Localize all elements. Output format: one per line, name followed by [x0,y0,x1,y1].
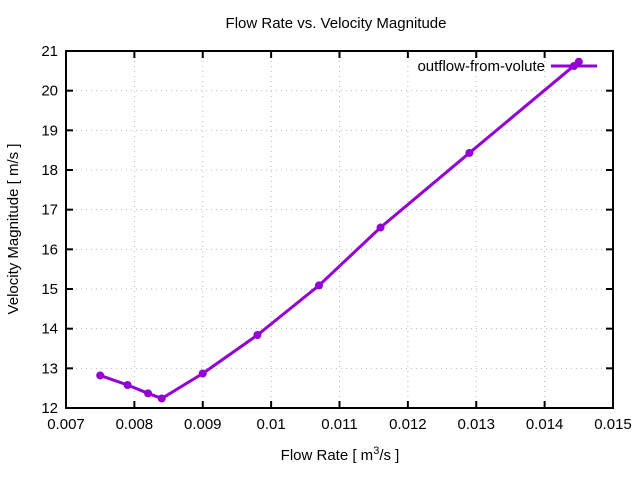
chart-title: Flow Rate vs. Velocity Magnitude [226,15,447,32]
data-point-marker [376,223,385,232]
axis-ticks [65,50,614,409]
x-axis-label-pre: Flow Rate [ m [281,447,374,464]
x-axis-label-superscript: 3 [373,445,379,457]
legend-point-marker [570,62,578,70]
data-point-marker [253,331,262,340]
y-tick-label: 18 [41,162,58,179]
x-tick-label: 0.007 [47,416,85,433]
data-line [98,60,581,400]
x-tick-label: 0.011 [321,416,357,433]
x-tick-labels: 0.007 0.008 0.009 0.01 0.011 0.012 0.013 0.014 0… [47,416,632,433]
legend: outflow-from-volute [417,58,597,75]
x-tick-label: 0.015 [594,416,632,433]
y-tick-label: 21 [41,43,58,60]
x-tick-label: 0.014 [526,416,564,433]
x-tick-label: 0.008 [116,416,154,433]
y-tick-label: 12 [41,400,58,417]
x-tick-label: 0.01 [257,416,286,433]
x-axis-label-post: /s ] [379,447,399,464]
x-axis-label: Flow Rate [ m3/s ] [281,445,400,464]
data-point-marker [157,394,166,403]
legend-label: outflow-from-volute [417,58,545,75]
data-point-marker [314,281,323,290]
x-tick-label: 0.013 [457,416,495,433]
data-point-marker [123,380,132,389]
data-point-marker [198,369,207,378]
y-tick-label: 13 [41,360,58,377]
y-tick-label: 20 [41,83,58,100]
y-tick-label: 16 [41,241,58,258]
data-series [96,57,583,403]
y-tick-label: 17 [41,202,58,219]
data-point-marker [96,371,105,380]
data-point-marker [465,148,474,157]
y-tick-label: 19 [41,122,58,139]
y-axis-label: Velocity Magnitude [ m/s ] [5,144,22,315]
x-tick-label: 0.012 [389,416,427,433]
x-tick-label: 0.009 [184,416,222,433]
y-tick-label: 14 [41,321,58,338]
y-tick-label: 15 [41,281,58,298]
y-tick-labels: 12 13 14 15 16 17 18 19 20 21 [41,43,58,417]
data-point-marker [144,389,153,398]
